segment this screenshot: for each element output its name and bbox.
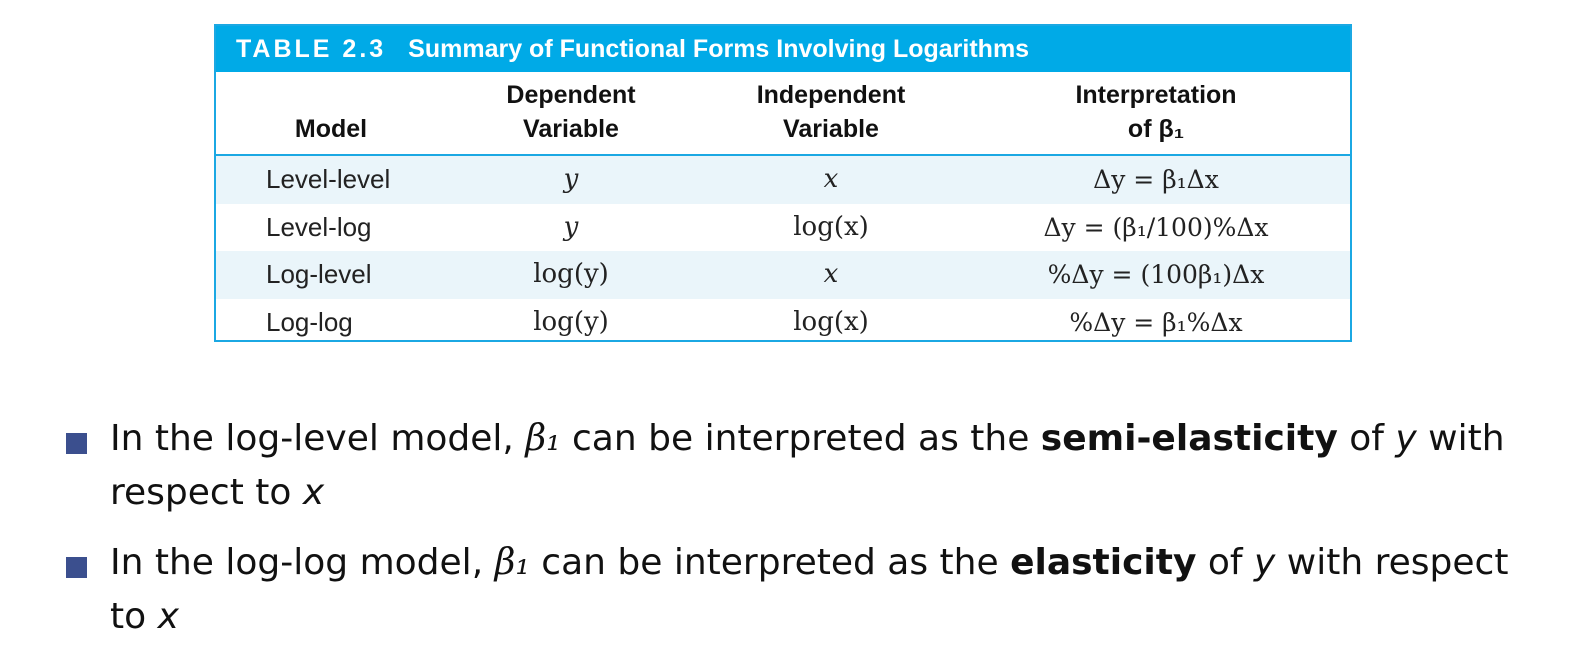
variable-x: x xyxy=(157,596,179,637)
cell-interpretation: Δy = (β₁/100)%Δx xyxy=(1043,212,1269,242)
table-row: Level-log y log(x) Δy = (β₁/100)%Δx xyxy=(216,204,1350,252)
header-model: Model xyxy=(256,112,406,146)
variable-x: x xyxy=(302,472,325,513)
cell-independent: x xyxy=(823,259,839,289)
header-dependent-line2: Variable xyxy=(523,115,619,143)
variable-y: y xyxy=(1395,418,1417,459)
beta-symbol: β₁ xyxy=(494,542,530,583)
cell-interpretation: Δy = β₁Δx xyxy=(1093,165,1219,194)
bullet-elasticity: In the log-log model, β₁ can be interpre… xyxy=(66,536,1546,644)
cell-interpretation: %Δy = (100β₁)Δx xyxy=(1047,260,1265,289)
variable-y: y xyxy=(1254,542,1276,583)
cell-interpretation: %Δy = β₁%Δx xyxy=(1069,307,1243,337)
table-row: Level-level y x Δy = β₁Δx xyxy=(216,156,1350,204)
header-interpretation-line2: of β₁ xyxy=(1127,115,1185,143)
cell-model: Log-log xyxy=(266,306,353,337)
bullet-semi-elasticity: In the log-level model, β₁ can be interp… xyxy=(66,412,1546,520)
cell-model: Log-level xyxy=(266,259,372,289)
table-row: Log-level log(y) x %Δy = (100β₁)Δx xyxy=(216,251,1350,299)
cell-dependent: log(y) xyxy=(533,306,609,337)
bullet-text: can be interpreted as the xyxy=(560,418,1041,459)
cell-model: Level-log xyxy=(266,211,372,242)
header-interpretation: Interpretation of β₁ xyxy=(1006,78,1306,146)
table-label: TABLE 2.3 xyxy=(236,34,387,63)
cell-independent: x xyxy=(823,164,839,194)
header-model-label: Model xyxy=(294,115,368,143)
bullet-square-icon xyxy=(66,433,87,454)
bullet-text: with respect to xyxy=(110,418,1505,513)
bullet-term: semi-elasticity xyxy=(1040,418,1338,459)
header-independent-line2: Variable xyxy=(783,115,879,143)
cell-dependent: y xyxy=(563,164,579,194)
header-interpretation-line1: Interpretation xyxy=(1075,81,1237,109)
bullet-text: with respect to xyxy=(110,542,1509,637)
bullet-text: In the log-log model, xyxy=(110,542,495,583)
bullet-term: elasticity xyxy=(1010,542,1197,583)
bullet-text: of xyxy=(1196,542,1255,583)
table-title-bar: TABLE 2.3 Summary of Functional Forms In… xyxy=(216,26,1350,72)
cell-dependent: log(y) xyxy=(533,259,609,289)
header-independent: Independent Variable xyxy=(726,78,936,146)
cell-dependent: y xyxy=(563,211,579,242)
cell-independent: log(x) xyxy=(793,211,869,242)
header-independent-line1: Independent xyxy=(756,81,906,109)
bullet-list: In the log-level model, β₁ can be interp… xyxy=(66,412,1546,660)
functional-forms-table: TABLE 2.3 Summary of Functional Forms In… xyxy=(214,24,1352,342)
bullet-text: In the log-level model, xyxy=(110,418,526,459)
bullet-text: of xyxy=(1337,418,1396,459)
bullet-square-icon xyxy=(66,557,87,578)
header-dependent: Dependent Variable xyxy=(466,78,676,146)
table-title: Summary of Functional Forms Involving Lo… xyxy=(408,34,1030,63)
header-dependent-line1: Dependent xyxy=(506,81,636,109)
beta-symbol: β₁ xyxy=(525,418,561,459)
cell-independent: log(x) xyxy=(793,306,869,337)
bullet-text: can be interpreted as the xyxy=(529,542,1011,583)
table-header-row: Model Dependent Variable Independent Var… xyxy=(216,72,1350,156)
table-row: Log-log log(y) log(x) %Δy = β₁%Δx xyxy=(216,299,1350,347)
cell-model: Level-level xyxy=(266,164,391,194)
